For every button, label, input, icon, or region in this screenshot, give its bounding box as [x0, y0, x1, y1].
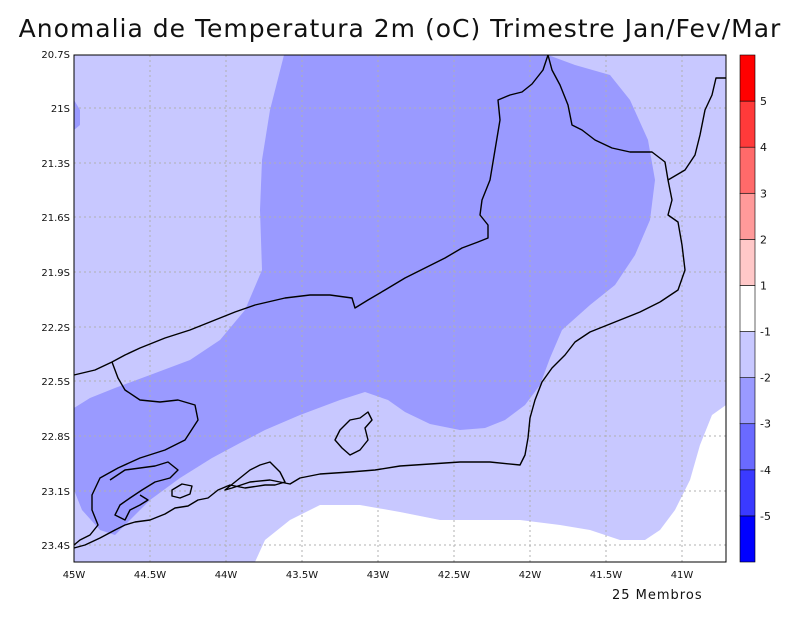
colorbar-label: -1 — [760, 326, 771, 339]
lon-label: 41W — [671, 570, 694, 581]
colorbar-swatch — [739, 469, 756, 517]
lon-label: 44.5W — [134, 570, 166, 581]
colorbar-swatch — [739, 239, 756, 286]
baia-ilha-grande — [109, 461, 179, 521]
map-title: Anomalia de Temperatura 2m (oC) Trimestr… — [18, 14, 782, 43]
lat-label: 23.1S — [41, 487, 70, 498]
lat-label: 22.5S — [41, 377, 70, 388]
lon-label: 42W — [519, 570, 542, 581]
boundaries — [73, 54, 726, 549]
colorbar-label: -2 — [760, 372, 771, 385]
colorbar-swatch — [739, 285, 756, 332]
colorbar-swatch — [739, 192, 756, 240]
anomaly-region-minus1-plus1 — [255, 405, 726, 562]
members-caption: 25 Membros — [612, 588, 703, 603]
lon-label: 45W — [63, 570, 86, 581]
colorbar-label: -4 — [760, 464, 771, 477]
longitude-axis: 45W 44.5W 44W 43.5W 43W 42.5W 42W 41.5W … — [63, 570, 694, 581]
lon-label: 41.5W — [590, 570, 622, 581]
colorbar-label: 3 — [760, 187, 767, 200]
colorbar-label: 2 — [760, 233, 767, 246]
latitude-axis: 20.7S 21S 21.3S 21.6S 21.9S 22.2S 22.5S … — [41, 50, 70, 552]
map-frame — [73, 54, 727, 563]
lon-label: 43.5W — [286, 570, 318, 581]
state-border-mg — [73, 54, 549, 376]
colorbar-swatch — [739, 377, 756, 425]
lat-label: 22.2S — [41, 323, 70, 334]
colorbar-label: -3 — [760, 418, 771, 431]
colorbar-swatch — [739, 331, 756, 378]
lat-label: 22.8S — [41, 432, 70, 443]
colorbar-label: -5 — [760, 510, 771, 523]
lat-label: 20.7S — [41, 50, 70, 61]
colorbar-label: 4 — [760, 141, 767, 154]
lat-label: 21S — [51, 104, 70, 115]
lat-label: 23.4S — [41, 541, 70, 552]
coastline — [73, 301, 661, 549]
colorbar-swatch — [739, 515, 756, 563]
colorbar: -5 -4 -3 -2 -1 1 2 3 4 5 — [739, 54, 771, 563]
state-border-es-north — [667, 77, 726, 181]
colorbar-label: 1 — [760, 279, 767, 292]
colorbar-swatch — [739, 100, 756, 148]
guanabara-bay — [334, 411, 373, 456]
state-border-sp-rj — [73, 361, 199, 546]
lon-label: 43W — [367, 570, 390, 581]
colorbar-swatch — [739, 423, 756, 471]
anomaly-region-minus3-minus2 — [74, 55, 655, 535]
lon-label: 44W — [215, 570, 238, 581]
lat-label: 21.9S — [41, 268, 70, 279]
colorbar-label: 5 — [760, 95, 767, 108]
colorbar-swatch — [739, 54, 756, 102]
lat-label: 21.3S — [41, 159, 70, 170]
lat-label: 21.6S — [41, 213, 70, 224]
colorbar-swatch — [739, 146, 756, 194]
state-border-es — [547, 54, 686, 303]
lon-label: 42.5W — [438, 570, 470, 581]
ilha-grande — [171, 483, 193, 499]
map-gridlines — [74, 55, 726, 562]
